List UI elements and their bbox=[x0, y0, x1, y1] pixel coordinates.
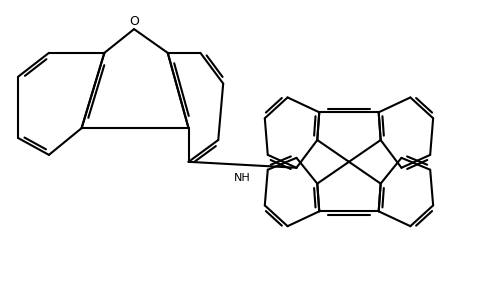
Text: O: O bbox=[129, 15, 139, 28]
Text: NH: NH bbox=[234, 173, 251, 183]
